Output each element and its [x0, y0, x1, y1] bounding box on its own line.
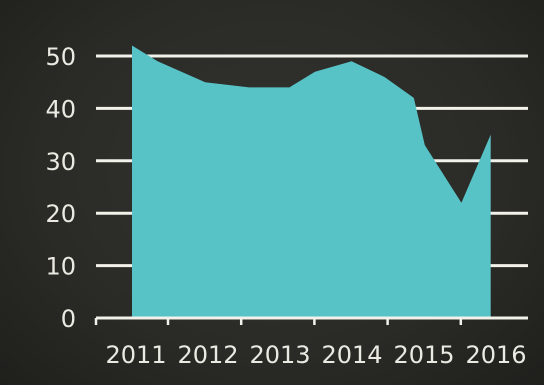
y-tick-label-50: 50: [45, 43, 76, 71]
x-tick-label-2013: 2013: [249, 341, 310, 369]
y-tick-labels: 0 10 20 30 40 50: [45, 43, 76, 333]
y-tick-label-30: 30: [45, 148, 76, 176]
area-series: [132, 45, 491, 318]
axis-layer: [94, 316, 528, 325]
x-tick-labels: 2011 2012 2013 2014 2015 2016: [105, 341, 526, 369]
y-tick-label-10: 10: [45, 253, 76, 281]
x-tick-label-2012: 2012: [177, 341, 238, 369]
x-tick-label-2011: 2011: [105, 341, 166, 369]
area-layer: [132, 45, 491, 318]
y-tick-label-20: 20: [45, 200, 76, 228]
x-tick-label-2015: 2015: [393, 341, 454, 369]
y-tick-label-40: 40: [45, 95, 76, 123]
x-tick-label-2014: 2014: [321, 341, 382, 369]
x-tick-label-2016: 2016: [465, 341, 526, 369]
y-tick-label-0: 0: [61, 305, 76, 333]
